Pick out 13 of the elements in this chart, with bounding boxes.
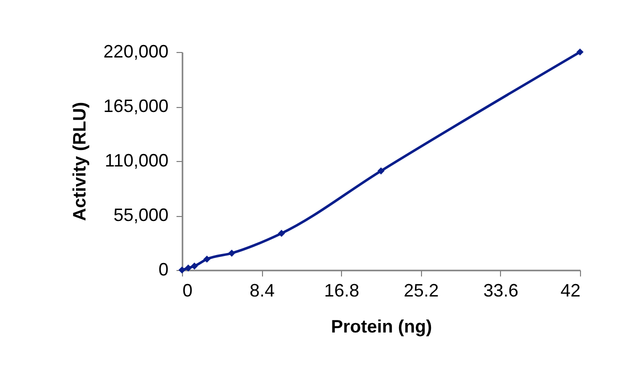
x-tick-label: 33.6 [483,280,518,300]
y-tick-label: 0 [158,260,168,280]
x-tick-label: 25.2 [404,280,439,300]
x-tick-label: 0 [182,280,193,300]
y-tick-label: 55,000 [113,205,168,225]
x-tick-label: 42 [560,280,580,300]
y-tick-label: 110,000 [104,150,168,170]
y-axis-title: Activity (RLU) [69,102,90,222]
x-tick-label: 8.4 [250,280,275,300]
x-tick-label: 16.8 [324,280,360,300]
y-tick-label: 220,000 [103,42,168,62]
x-axis-title: Protein (ng) [331,316,432,336]
y-tick-label: 165,000 [103,96,168,116]
